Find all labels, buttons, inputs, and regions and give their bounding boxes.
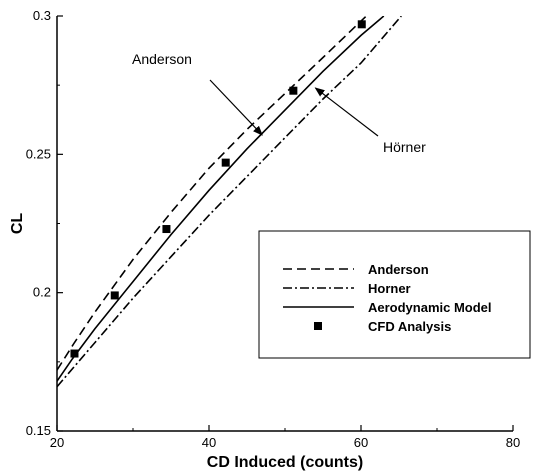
x-tick-label: 40 <box>202 435 216 450</box>
annotations: Anderson Hörner <box>132 51 426 155</box>
annotation-arrow <box>209 79 263 136</box>
legend-entry-horner: Horner <box>283 281 411 296</box>
legend-entry-cfd-analysis: CFD Analysis <box>314 319 451 334</box>
legend-label: CFD Analysis <box>368 319 451 334</box>
plot-area <box>57 16 402 388</box>
y-tick-label: 0.15 <box>26 423 51 438</box>
y-tick-label: 0.2 <box>33 285 51 300</box>
legend-entry-anderson: Anderson <box>283 262 429 277</box>
cfd-analysis-marker <box>289 86 298 95</box>
horner-line <box>57 16 402 388</box>
legend-label: Aerodynamic Model <box>368 300 492 315</box>
legend-label: Anderson <box>368 262 429 277</box>
cfd-analysis-marker <box>70 349 79 358</box>
annotation-arrow <box>314 87 379 137</box>
horner-annotation: Hörner <box>383 139 426 155</box>
cfd-analysis-marker <box>357 20 366 29</box>
legend-box <box>258 230 531 359</box>
legend-label: Horner <box>368 281 411 296</box>
legend: Anderson Horner Aerodynamic Model CFD Analy… <box>258 230 531 359</box>
anderson-line <box>57 16 367 371</box>
x-tick-label: 60 <box>354 435 368 450</box>
x-tick-label: 80 <box>506 435 520 450</box>
cfd-analysis-marker <box>162 225 171 234</box>
y-tick-label: 0.3 <box>33 8 51 23</box>
y-tick-label: 0.25 <box>26 146 51 161</box>
axes: 20 40 60 80 0.15 0.2 0.25 0.3 CD Induced (counts… <box>9 8 520 471</box>
x-axis-title: CD Induced (counts) <box>207 454 363 471</box>
cfd-analysis-marker <box>110 291 119 300</box>
x-tick-label: 20 <box>50 435 64 450</box>
legend-entry-aerodynamic-model: Aerodynamic Model <box>283 300 492 315</box>
aerodynamic-model-line <box>57 16 385 382</box>
cfd-analysis-marker <box>221 158 230 167</box>
anderson-annotation: Anderson <box>132 51 192 67</box>
legend-marker-swatch <box>314 322 322 330</box>
y-axis-title: CL <box>9 213 26 235</box>
